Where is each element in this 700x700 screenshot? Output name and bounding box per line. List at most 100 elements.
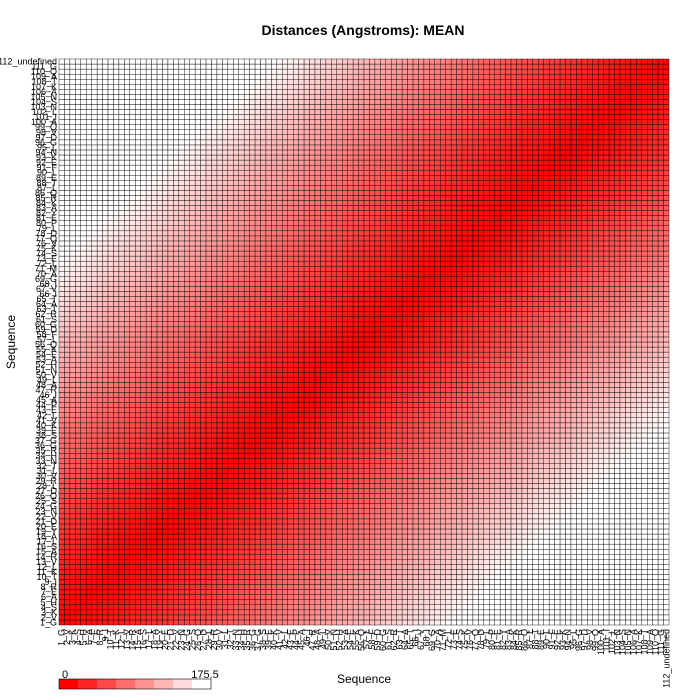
heatmap-cell <box>494 619 501 626</box>
heatmap-cell <box>293 463 299 469</box>
heatmap-cell <box>184 432 190 439</box>
heatmap-cell <box>521 528 528 535</box>
heatmap-cell <box>271 508 278 515</box>
heatmap-cell <box>603 559 610 565</box>
heatmap-cell <box>145 458 152 464</box>
heatmap-cell <box>636 468 642 474</box>
heatmap-cell <box>156 584 163 590</box>
heatmap-cell <box>592 619 599 626</box>
heatmap-cell <box>516 447 523 454</box>
heatmap-cell <box>145 609 152 616</box>
heatmap-cell <box>238 599 245 605</box>
heatmap-cell <box>478 463 485 469</box>
heatmap-cell <box>374 589 381 595</box>
heatmap-cell <box>222 397 229 403</box>
heatmap-cell <box>75 437 81 444</box>
heatmap-cell <box>521 437 528 444</box>
heatmap-cell <box>140 503 147 509</box>
heatmap-cell <box>456 498 463 504</box>
heatmap-cell <box>489 569 495 575</box>
heatmap-cell <box>222 483 229 489</box>
heatmap-cell <box>254 468 261 474</box>
heatmap-cell <box>391 432 397 439</box>
heatmap-cell <box>107 437 114 444</box>
heatmap-cell <box>124 579 131 585</box>
heatmap-cell <box>205 503 212 509</box>
heatmap-cell <box>510 412 517 419</box>
heatmap-cell <box>80 543 87 550</box>
heatmap-cell <box>374 432 381 439</box>
heatmap-cell <box>521 452 528 459</box>
heatmap-cell <box>407 604 414 611</box>
heatmap-cell <box>374 508 381 515</box>
heatmap-cell <box>352 594 359 600</box>
heatmap-cell <box>630 549 637 555</box>
heatmap-cell <box>124 498 131 504</box>
heatmap-cell <box>440 564 446 570</box>
heatmap-cell <box>129 518 136 525</box>
heatmap-cell <box>303 584 310 590</box>
heatmap-cell <box>58 574 65 580</box>
heatmap-cell <box>543 412 550 419</box>
heatmap-cell <box>189 452 196 459</box>
heatmap-cell <box>64 447 71 454</box>
heatmap-cell <box>440 498 446 504</box>
heatmap-cell <box>254 488 261 494</box>
heatmap-cell <box>543 432 550 439</box>
heatmap-cell <box>592 468 599 474</box>
heatmap-cell <box>233 554 239 560</box>
heatmap-cell <box>211 584 218 590</box>
heatmap-cell <box>565 528 572 535</box>
heatmap-cell <box>554 402 561 408</box>
heatmap-cell <box>216 619 223 626</box>
heatmap-cell <box>461 599 468 605</box>
heatmap-cell <box>314 574 321 580</box>
heatmap-cell <box>145 483 152 489</box>
heatmap-cell <box>260 488 267 494</box>
heatmap-cell <box>499 407 506 413</box>
heatmap-cell <box>102 397 109 403</box>
heatmap-cell <box>380 518 386 525</box>
heatmap-cell <box>385 483 392 489</box>
heatmap-cell <box>429 442 436 449</box>
heatmap-cell <box>156 589 163 595</box>
heatmap-cell <box>538 417 544 424</box>
heatmap-cell <box>358 417 365 424</box>
heatmap-cell <box>211 473 218 479</box>
heatmap-cell <box>374 523 381 530</box>
heatmap-cell <box>145 407 152 413</box>
heatmap-cell <box>271 478 278 484</box>
heatmap-cell <box>407 437 414 444</box>
heatmap-cell <box>369 463 376 469</box>
heatmap-cell <box>401 488 408 494</box>
heatmap-cell <box>347 569 354 575</box>
heatmap-cell <box>140 589 147 595</box>
heatmap-cell <box>243 574 250 580</box>
heatmap-cell <box>510 402 517 408</box>
heatmap-cell <box>233 427 239 434</box>
heatmap-cell <box>276 614 283 621</box>
heatmap-cell <box>243 523 250 530</box>
heatmap-cell <box>293 559 299 565</box>
heatmap-cell <box>467 619 474 626</box>
heatmap-cell <box>489 427 495 434</box>
heatmap-cell <box>298 569 305 575</box>
heatmap-cell <box>331 538 337 545</box>
heatmap-cell <box>287 584 294 590</box>
heatmap-cell <box>385 397 392 403</box>
heatmap-cell <box>358 594 365 600</box>
heatmap-cell <box>380 483 386 489</box>
heatmap-cell <box>314 493 321 499</box>
heatmap-cell <box>238 533 245 540</box>
heatmap-cell <box>298 559 305 565</box>
heatmap-cell <box>352 468 359 474</box>
heatmap-cell <box>140 473 147 479</box>
heatmap-cell <box>538 549 544 555</box>
heatmap-cell <box>189 549 196 555</box>
heatmap-cell <box>222 503 229 509</box>
heatmap-cell <box>412 402 419 408</box>
heatmap-cell <box>456 589 463 595</box>
heatmap-cell <box>96 412 103 419</box>
heatmap-cell <box>145 584 152 590</box>
heatmap-cell <box>380 513 386 520</box>
